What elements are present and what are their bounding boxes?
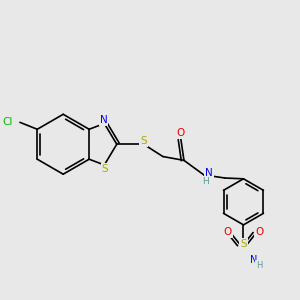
Text: H: H xyxy=(256,261,262,270)
Text: O: O xyxy=(255,227,263,237)
Text: S: S xyxy=(240,239,247,249)
Text: S: S xyxy=(102,164,108,174)
Text: O: O xyxy=(224,227,232,237)
Text: N: N xyxy=(100,116,107,125)
Text: S: S xyxy=(140,136,147,146)
Text: Cl: Cl xyxy=(3,117,13,127)
Text: H: H xyxy=(202,177,209,186)
Text: O: O xyxy=(177,128,185,139)
Text: N: N xyxy=(250,255,257,265)
Text: N: N xyxy=(205,168,213,178)
